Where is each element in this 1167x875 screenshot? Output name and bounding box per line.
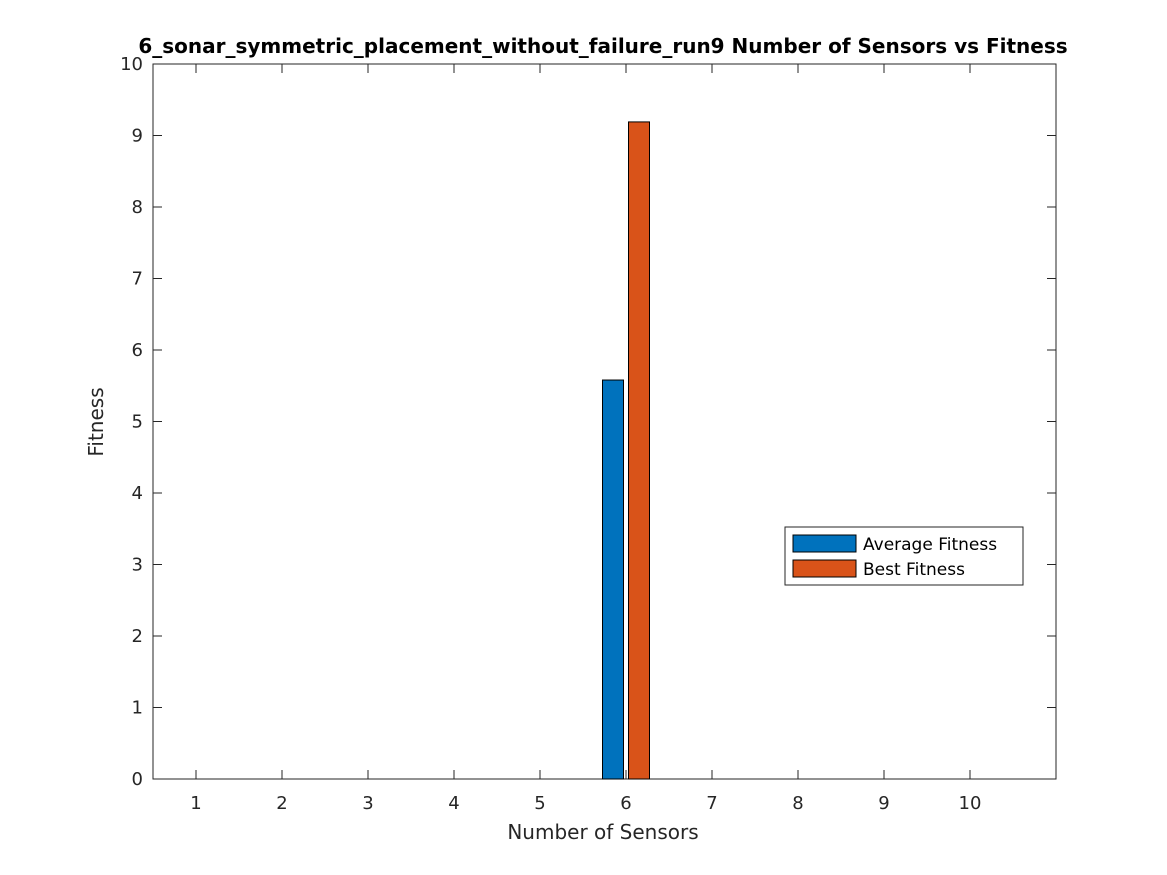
x-tick-label: 7 bbox=[706, 793, 717, 814]
legend-label: Best Fitness bbox=[863, 560, 965, 580]
legend: Average Fitness Best Fitness bbox=[784, 526, 1024, 586]
y-tick-label: 6 bbox=[132, 340, 143, 361]
x-tick-label: 9 bbox=[878, 793, 889, 814]
x-tick-label: 4 bbox=[448, 793, 459, 814]
x-tick-label: 1 bbox=[190, 793, 201, 814]
plot-area: 0 1 2 3 4 5 6 7 8 9 10 1 2 3 4 5 6 7 8 9 10 bbox=[120, 54, 1057, 814]
y-tick-label: 8 bbox=[132, 197, 143, 218]
legend-label: Average Fitness bbox=[863, 535, 997, 555]
y-tick-label: 1 bbox=[132, 698, 143, 719]
legend-swatch bbox=[792, 559, 857, 578]
chart-title: 6_sonar_symmetric_placement_without_fail… bbox=[138, 34, 1067, 58]
x-tick-label: 10 bbox=[959, 793, 982, 814]
y-tick-label: 5 bbox=[132, 412, 143, 433]
x-tick-label: 5 bbox=[534, 793, 545, 814]
x-axis-title: Number of Sensors bbox=[507, 820, 698, 844]
x-tick-label: 3 bbox=[362, 793, 373, 814]
y-tick-label: 3 bbox=[132, 555, 143, 576]
y-tick-label: 4 bbox=[132, 483, 143, 504]
x-tick-label: 6 bbox=[620, 793, 631, 814]
bar-average-fitness bbox=[602, 379, 624, 780]
y-tick-label: 9 bbox=[132, 126, 143, 147]
x-tick-label: 8 bbox=[792, 793, 803, 814]
y-tick-label: 7 bbox=[132, 269, 143, 290]
y-axis-title: Fitness bbox=[84, 387, 108, 456]
x-tick-label: 2 bbox=[276, 793, 287, 814]
y-tick-label: 10 bbox=[120, 54, 143, 75]
bar-best-fitness bbox=[628, 121, 650, 780]
y-tick-label: 0 bbox=[132, 769, 143, 790]
y-tick-label: 2 bbox=[132, 626, 143, 647]
legend-swatch bbox=[792, 534, 857, 553]
